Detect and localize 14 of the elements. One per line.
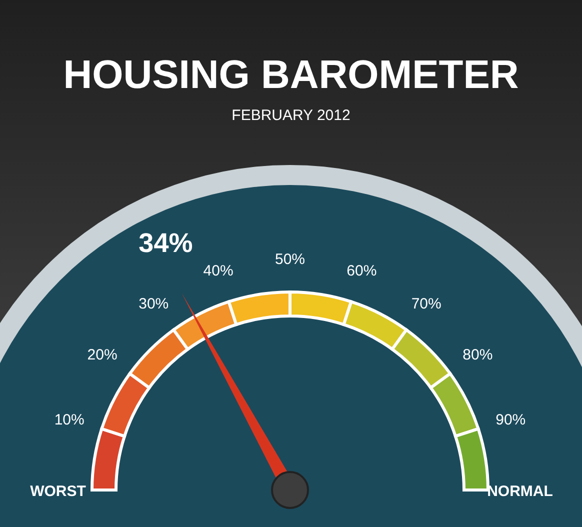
text: HOUSING BAROMETER bbox=[63, 53, 519, 97]
text: 40% bbox=[203, 262, 234, 280]
text: 80% bbox=[462, 346, 493, 364]
text: 10% bbox=[54, 411, 84, 428]
data-label: 34% bbox=[138, 228, 193, 258]
text: 30% bbox=[138, 295, 169, 312]
text: 20% bbox=[87, 346, 118, 364]
text: NORMAL bbox=[487, 483, 553, 500]
text: 90% bbox=[496, 411, 526, 428]
text: WORST bbox=[30, 483, 86, 500]
text: 70% bbox=[411, 295, 442, 312]
text: 50% bbox=[274, 251, 306, 268]
text: FEBRUARY 2012 bbox=[232, 107, 350, 124]
text: 60% bbox=[346, 262, 377, 280]
